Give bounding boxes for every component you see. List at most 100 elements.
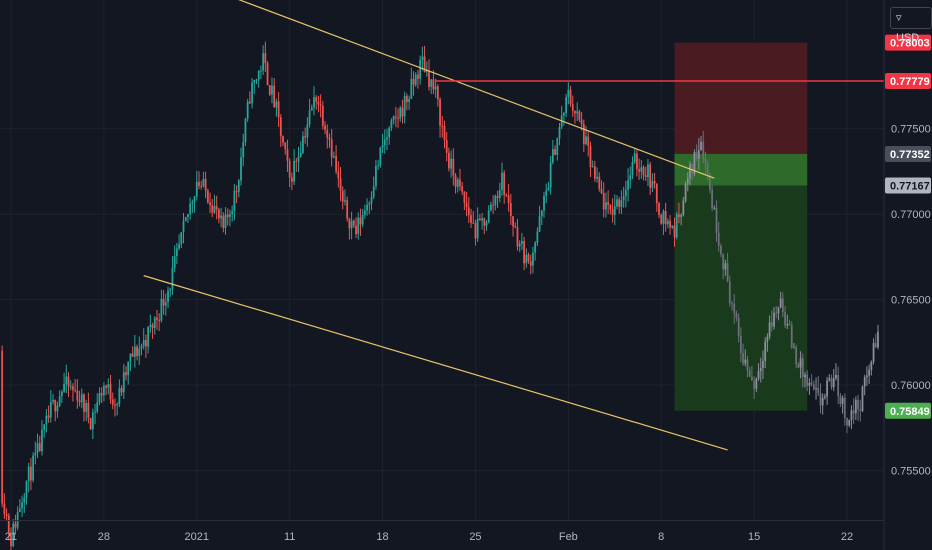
candle-up[interactable]: [863, 377, 866, 387]
candle-up[interactable]: [576, 111, 579, 114]
candle-down[interactable]: [339, 178, 342, 191]
candle-down[interactable]: [67, 376, 70, 387]
candle-down[interactable]: [554, 149, 556, 155]
candle-down[interactable]: [660, 214, 663, 224]
candle-up[interactable]: [518, 243, 521, 247]
candle-down[interactable]: [569, 89, 572, 105]
candle-down[interactable]: [273, 85, 276, 108]
candle-up[interactable]: [160, 298, 163, 321]
candle-down[interactable]: [268, 85, 271, 95]
candle-up[interactable]: [828, 378, 831, 381]
candle-up[interactable]: [140, 345, 143, 349]
candle-down[interactable]: [470, 215, 472, 223]
candle-up[interactable]: [32, 455, 35, 481]
candle-up[interactable]: [182, 221, 185, 233]
candle-down[interactable]: [321, 105, 324, 126]
candle-down[interactable]: [516, 227, 519, 247]
candle-down[interactable]: [600, 188, 603, 194]
candle-down[interactable]: [454, 175, 457, 187]
candle-up[interactable]: [27, 466, 30, 482]
candle-down[interactable]: [472, 222, 475, 224]
candle-down[interactable]: [359, 217, 362, 225]
candle-up[interactable]: [547, 187, 550, 191]
candle-up[interactable]: [60, 391, 63, 397]
candle-down[interactable]: [483, 218, 486, 226]
candle-down[interactable]: [478, 218, 481, 221]
candle-up[interactable]: [563, 113, 565, 116]
candle-down[interactable]: [78, 400, 81, 403]
candle-down[interactable]: [38, 443, 41, 452]
candle-up[interactable]: [624, 189, 627, 197]
candle-up[interactable]: [724, 263, 727, 270]
candle-down[interactable]: [602, 193, 605, 210]
candle-up[interactable]: [651, 181, 654, 188]
candle-up[interactable]: [501, 172, 503, 190]
candle-down[interactable]: [644, 175, 647, 177]
candle-up[interactable]: [434, 86, 437, 90]
candle-up[interactable]: [187, 213, 189, 217]
candle-down[interactable]: [664, 211, 667, 225]
candle-up[interactable]: [293, 160, 295, 182]
candle-down[interactable]: [655, 183, 658, 204]
candle-up[interactable]: [242, 142, 245, 158]
candle-up[interactable]: [370, 196, 373, 204]
candle-down[interactable]: [726, 263, 729, 282]
candle-up[interactable]: [34, 452, 37, 456]
candle-down[interactable]: [459, 179, 461, 187]
candle-up[interactable]: [425, 70, 428, 72]
candle-up[interactable]: [768, 322, 771, 337]
candle-down[interactable]: [401, 107, 404, 117]
candle-up[interactable]: [757, 371, 760, 379]
candle-up[interactable]: [456, 179, 459, 187]
candle-down[interactable]: [505, 195, 508, 197]
candle-up[interactable]: [246, 101, 249, 119]
candle-up[interactable]: [821, 397, 824, 406]
candle-up[interactable]: [58, 396, 61, 406]
candlestick-series[interactable]: [1, 41, 879, 550]
candle-up[interactable]: [306, 124, 309, 138]
candle-down[interactable]: [286, 149, 289, 161]
candle-up[interactable]: [536, 231, 539, 243]
candle-up[interactable]: [257, 70, 260, 80]
candle-up[interactable]: [213, 206, 216, 213]
candle-up[interactable]: [167, 290, 169, 303]
candle-up[interactable]: [686, 178, 689, 184]
candle-up[interactable]: [142, 340, 145, 346]
candle-down[interactable]: [492, 204, 495, 206]
candle-up[interactable]: [629, 175, 632, 181]
candle-down[interactable]: [731, 303, 733, 305]
candle-down[interactable]: [715, 207, 718, 233]
candle-down[interactable]: [737, 317, 740, 336]
candle-up[interactable]: [835, 374, 837, 379]
candle-up[interactable]: [149, 324, 152, 327]
candle-down[interactable]: [503, 172, 506, 196]
candle-up[interactable]: [487, 210, 490, 223]
candle-down[interactable]: [523, 241, 526, 264]
candle-up[interactable]: [85, 402, 88, 412]
candle-up[interactable]: [631, 162, 634, 176]
candle-up[interactable]: [713, 207, 716, 209]
candle-up[interactable]: [538, 216, 541, 232]
candle-down[interactable]: [211, 205, 214, 213]
candle-up[interactable]: [375, 166, 377, 187]
candle-down[interactable]: [105, 385, 108, 388]
candle-up[interactable]: [841, 397, 844, 404]
candle-down[interactable]: [264, 53, 267, 64]
candle-down[interactable]: [109, 384, 112, 400]
candle-up[interactable]: [804, 374, 806, 378]
candle-up[interactable]: [762, 360, 764, 369]
candle-up[interactable]: [310, 107, 313, 111]
candle-down[interactable]: [695, 152, 698, 159]
candle-up[interactable]: [605, 202, 607, 210]
candle-down[interactable]: [282, 136, 284, 143]
candle-up[interactable]: [25, 481, 28, 498]
candle-down[interactable]: [100, 393, 103, 396]
candle-down[interactable]: [514, 226, 517, 228]
candle-up[interactable]: [244, 118, 247, 143]
candle-down[interactable]: [702, 141, 705, 159]
candle-down[interactable]: [136, 346, 138, 356]
candle-down[interactable]: [158, 319, 161, 321]
candle-down[interactable]: [529, 261, 532, 266]
candle-down[interactable]: [5, 513, 8, 516]
